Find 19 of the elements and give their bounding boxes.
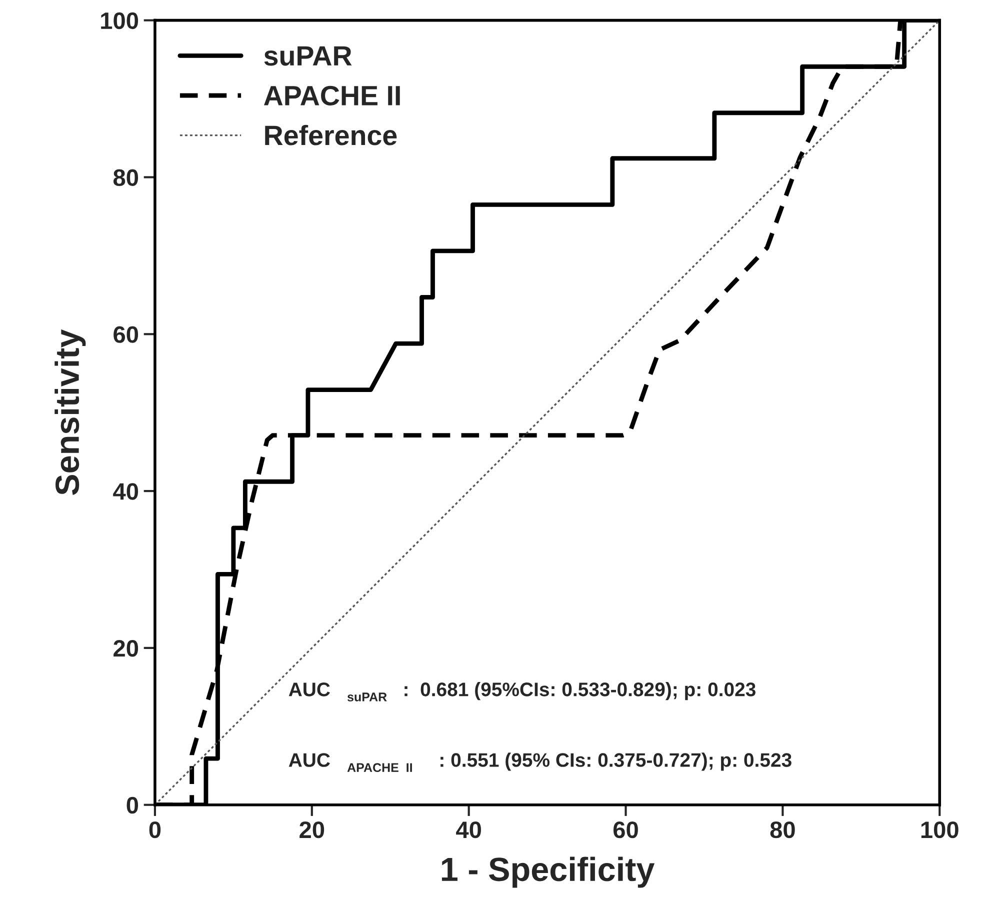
x-axis-title: 1 - Specificity <box>442 856 655 888</box>
y-tick-label: 100 <box>101 12 138 30</box>
x-tick-label: 40 <box>456 821 481 838</box>
y-tick-label: 20 <box>114 640 138 657</box>
y-tick-label: 60 <box>114 326 138 343</box>
x-tick-label: 20 <box>300 821 324 838</box>
legend-label: Reference <box>265 124 397 146</box>
y-axis-title: Sensitivity <box>54 329 86 495</box>
x-tick-label: 80 <box>770 821 795 838</box>
y-tick-label: 40 <box>113 483 138 500</box>
y-tick-label: 0 <box>126 796 138 814</box>
text: AUCsuPAR: 0.681 (95%CIs: 0.533-0.829); p: 0.023 <box>288 682 756 702</box>
legend-label: APACHE II <box>264 86 400 106</box>
x-tick-label: 100 <box>921 821 958 838</box>
x-tick-label: 0 <box>149 821 161 838</box>
x-tick-label: 60 <box>613 821 638 838</box>
text: AUCAPACHE II: 0.551 (95% CIs: 0.375-0.727); p: 0.523 <box>288 752 792 772</box>
y-tick-label: 80 <box>113 169 138 186</box>
legend-label: suPAR <box>264 46 352 66</box>
